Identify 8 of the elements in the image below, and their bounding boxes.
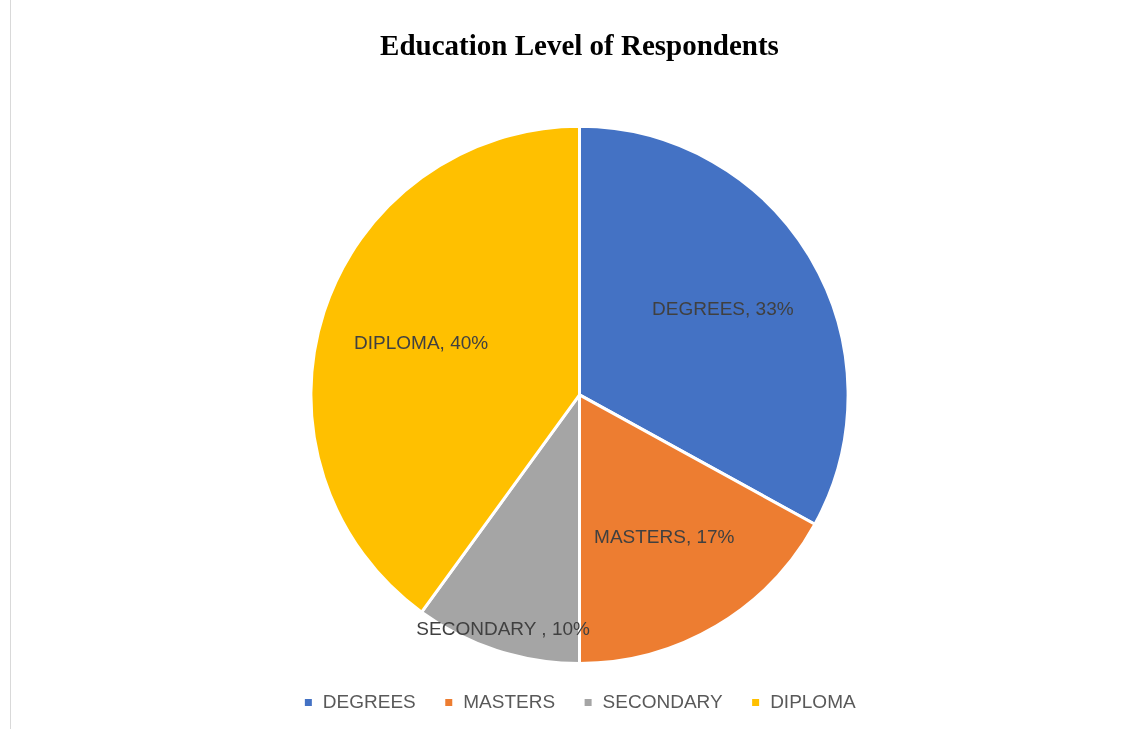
data-label: DIPLOMA, 40% [354,331,489,353]
legend-label: DEGREES [322,690,416,712]
data-label: DEGREES, 33% [652,298,794,320]
legend-label: SECONDARY [602,690,723,712]
legend-label: MASTERS [463,690,556,712]
data-label: MASTERS, 17% [594,526,735,548]
legend-label: DIPLOMA [770,690,856,712]
chart-title: Education Level of Respondents [380,28,779,61]
